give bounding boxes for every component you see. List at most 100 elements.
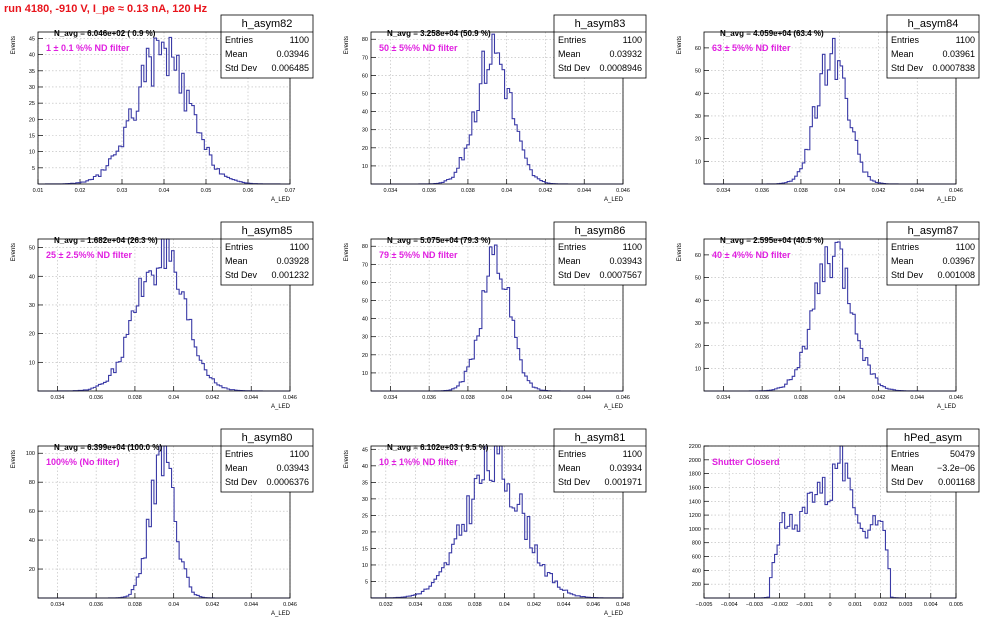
x-tick-label: 0.003 — [899, 602, 913, 608]
x-tick-label: 0.038 — [128, 395, 142, 401]
y-tick-label: 20 — [362, 353, 368, 359]
x-tick-label: 0.01 — [33, 188, 44, 194]
stats-value: 0.03932 — [609, 49, 642, 59]
y-tick-label: 2000 — [689, 458, 701, 464]
x-axis-label: A_LED — [271, 611, 291, 617]
y-tick-label: 60 — [362, 280, 368, 286]
y-tick-label: 1000 — [689, 527, 701, 533]
y-tick-label: 50 — [695, 276, 701, 282]
y-tick-label: 25 — [362, 513, 368, 519]
y-tick-label: 30 — [29, 303, 35, 309]
filter-label: 40 ± 4%% ND filter — [712, 250, 791, 260]
x-tick-label: 0.044 — [244, 395, 258, 401]
stats-value: 1100 — [623, 449, 642, 459]
y-tick-label: 45 — [29, 36, 35, 42]
plot-frame — [37, 238, 291, 392]
x-tick-label: 0.036 — [422, 395, 436, 401]
x-axis-label: A_LED — [271, 197, 291, 203]
stats-key: Std Dev — [225, 63, 258, 73]
stats-box — [220, 221, 314, 286]
stats-key: Mean — [891, 49, 914, 59]
y-tick-label: 50 — [29, 246, 35, 252]
x-tick-label: 0.032 — [379, 602, 393, 608]
y-axis-label: Events — [11, 243, 17, 261]
stats-key: Mean — [558, 49, 581, 59]
x-tick-label: 0.04 — [499, 602, 510, 608]
x-tick-label: −0.005 — [696, 602, 713, 608]
stats-value: 0.001232 — [271, 270, 309, 280]
histogram-panel-h_asym82: 0.01 0.02 0.03 0.04 0.05 0.06 0.07 5 10 15 20 25 30 3… — [11, 14, 314, 203]
y-tick-label: 5 — [32, 166, 35, 172]
y-tick-label: 30 — [362, 497, 368, 503]
stats-value: 0.03946 — [276, 49, 309, 59]
y-tick-label: 50 — [695, 69, 701, 75]
x-tick-label: 0.036 — [89, 602, 103, 608]
stats-title: h_asym86 — [575, 225, 626, 237]
x-tick-label: 0.04 — [501, 188, 512, 194]
x-tick-label: 0.042 — [872, 395, 886, 401]
x-tick-label: −0.003 — [746, 602, 763, 608]
stats-value: 0.001008 — [937, 270, 975, 280]
y-tick-label: 1800 — [689, 472, 701, 478]
y-tick-label: 10 — [29, 150, 35, 156]
x-tick-label: 0.036 — [422, 188, 436, 194]
y-tick-label: 20 — [362, 530, 368, 536]
y-tick-label: 40 — [362, 317, 368, 323]
y-axis-label: Events — [11, 450, 17, 468]
stats-box — [886, 428, 980, 493]
plot-frame — [370, 238, 624, 392]
x-tick-label: 0 — [828, 602, 831, 608]
stats-box — [886, 14, 980, 79]
stats-key: Entries — [558, 242, 587, 252]
x-axis-label: A_LED — [271, 404, 291, 410]
y-tick-label: 80 — [29, 480, 35, 486]
x-tick-label: 0.046 — [283, 602, 297, 608]
stats-value: 0.03934 — [609, 463, 642, 473]
stats-value: 0.0008946 — [599, 63, 642, 73]
stats-key: Mean — [891, 256, 914, 266]
y-tick-label: 25 — [29, 101, 35, 107]
stats-title: h_asym82 — [242, 18, 293, 30]
stats-title: h_asym80 — [242, 432, 293, 444]
x-axis-label: A_LED — [604, 197, 624, 203]
x-tick-label: 0.036 — [755, 188, 769, 194]
y-tick-label: 600 — [692, 555, 701, 561]
filter-label: 50 ± 5%% ND filter — [379, 43, 458, 53]
stats-value: 0.03943 — [276, 463, 309, 473]
x-tick-label: 0.036 — [89, 395, 103, 401]
x-axis-label: A_LED — [604, 404, 624, 410]
x-tick-label: −0.004 — [721, 602, 738, 608]
y-tick-label: 1400 — [689, 499, 701, 505]
y-tick-label: 10 — [362, 563, 368, 569]
stats-box — [553, 428, 647, 493]
x-tick-label: 0.07 — [285, 188, 296, 194]
x-tick-label: 0.034 — [384, 395, 398, 401]
y-axis-label: Events — [11, 36, 17, 54]
x-tick-label: 0.002 — [874, 602, 888, 608]
y-tick-label: 10 — [695, 159, 701, 165]
y-tick-label: 60 — [695, 253, 701, 259]
stats-value: 0.03943 — [609, 256, 642, 266]
y-tick-label: 20 — [362, 146, 368, 152]
x-tick-label: 0.05 — [201, 188, 212, 194]
y-tick-label: 10 — [362, 164, 368, 170]
navg-label: N_avg = 1.682e+04 (26.3 %) — [54, 236, 158, 245]
stats-box — [886, 221, 980, 286]
stats-key: Entries — [225, 449, 254, 459]
plot-frame — [703, 31, 957, 185]
stats-title: hPed_asym — [904, 432, 962, 444]
y-tick-label: 1600 — [689, 485, 701, 491]
stats-value: 0.03961 — [942, 49, 975, 59]
stats-key: Std Dev — [558, 63, 591, 73]
y-tick-label: 10 — [29, 360, 35, 366]
stats-value: 0.001971 — [604, 477, 642, 487]
y-tick-label: 200 — [692, 582, 701, 588]
stats-key: Std Dev — [225, 270, 258, 280]
y-tick-label: 20 — [695, 344, 701, 350]
x-tick-label: 0.042 — [206, 395, 220, 401]
y-tick-label: 5 — [365, 579, 368, 585]
x-tick-label: 0.046 — [949, 188, 963, 194]
navg-label: N_avg = 2.595e+04 (40.5 %) — [720, 236, 824, 245]
x-tick-label: 0.005 — [949, 602, 963, 608]
stats-key: Entries — [891, 242, 920, 252]
